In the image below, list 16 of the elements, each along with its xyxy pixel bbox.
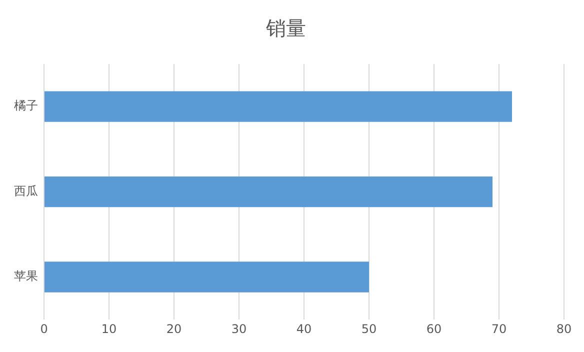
x-tick-label: 20 [166, 322, 182, 336]
x-tick-label: 70 [491, 322, 507, 336]
bar [44, 262, 369, 292]
y-tick-label: 西瓜 [14, 184, 38, 198]
x-tick-label: 40 [296, 322, 312, 336]
x-tick-label: 60 [426, 322, 442, 336]
bar [44, 91, 512, 122]
x-tick-label: 50 [361, 322, 377, 336]
y-tick-label: 苹果 [14, 269, 38, 284]
x-tick-label: 80 [556, 322, 572, 336]
bar [44, 176, 492, 208]
chart-title: 销量 [265, 16, 306, 40]
x-tick-label: 0 [40, 322, 48, 336]
x-tick-label: 10 [101, 322, 117, 336]
y-tick-label: 橘子 [14, 98, 38, 113]
x-tick-label: 30 [231, 322, 247, 336]
